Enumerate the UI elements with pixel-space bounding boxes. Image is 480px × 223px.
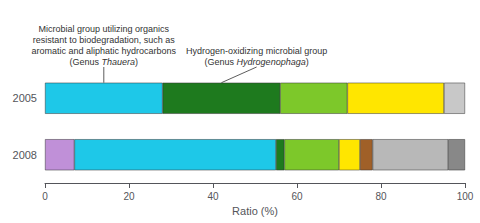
svg-text:20: 20 xyxy=(123,191,135,202)
svg-text:Microbial group utilizing orga: Microbial group utilizing organics xyxy=(39,24,170,34)
svg-text:): ) xyxy=(135,57,138,67)
svg-text:Thauera: Thauera xyxy=(102,57,136,67)
svg-text:Hydrogenophaga: Hydrogenophaga xyxy=(237,57,306,67)
svg-text:resistant to biodegradation, s: resistant to biodegradation, such as xyxy=(33,35,176,45)
svg-text:(Genus: (Genus xyxy=(70,57,102,67)
svg-text:aromatic and aliphatic hydroca: aromatic and aliphatic hydrocarbons xyxy=(32,46,177,56)
svg-text:2005: 2005 xyxy=(13,92,37,104)
svg-text:100: 100 xyxy=(457,191,474,202)
svg-text:(Genus: (Genus xyxy=(205,57,237,67)
svg-text:2008: 2008 xyxy=(13,149,37,161)
svg-text:Hydrogen-oxidizing microbial g: Hydrogen-oxidizing microbial group xyxy=(186,46,327,56)
svg-text:80: 80 xyxy=(375,191,387,202)
svg-text:Ratio (%): Ratio (%) xyxy=(232,205,278,217)
svg-text:40: 40 xyxy=(207,191,219,202)
svg-text:60: 60 xyxy=(291,191,303,202)
svg-text:0: 0 xyxy=(42,191,48,202)
svg-text:): ) xyxy=(306,57,309,67)
